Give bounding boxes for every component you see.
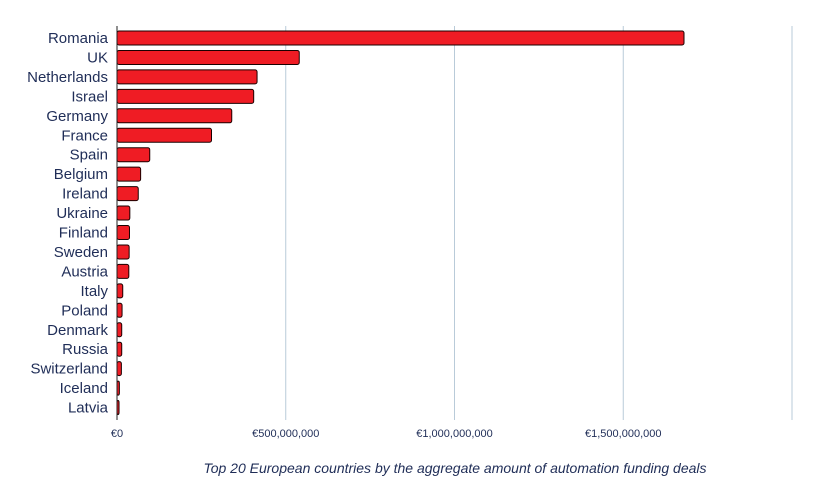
category-label: Poland [61,302,108,319]
category-label: UK [87,49,108,66]
x-tick-labels: €0 €500,000,000 €1,000,000,000 €1,500,000,0… [111,428,662,440]
bar-ukraine [116,205,131,221]
bars [116,30,685,416]
x-tick-label: €1,500,000,000 [585,428,661,440]
x-tick-label: €0 [111,428,123,440]
category-label: Denmark [47,322,108,339]
category-label: Ukraine [56,205,108,222]
bar-poland [116,302,123,318]
bar-spain [116,147,151,163]
category-label: Finland [59,225,108,242]
bar-romania [116,30,685,46]
category-labels: Romania UK Netherlands Israel Germany France S… [27,30,109,417]
category-label: Sweden [54,244,108,261]
bar-finland [116,225,130,240]
bar-sweden [116,244,130,260]
bar-italy [116,283,124,299]
bar-chart: Romania UK Netherlands Israel Germany France S… [27,26,793,440]
category-label: Russia [62,341,109,358]
category-label: France [61,127,108,144]
bar-russia [116,341,123,357]
category-label: Switzerland [30,361,108,378]
category-label: Israel [71,88,108,105]
category-label: Iceland [60,380,108,397]
category-label: Austria [61,263,108,280]
bar-france [116,127,212,143]
chart-caption: Top 20 European countries by the aggrega… [203,460,707,476]
bar-ireland [116,186,139,202]
category-label: Latvia [68,400,109,417]
category-label: Italy [80,283,108,300]
category-label: Spain [70,147,108,164]
bar-germany [116,108,233,124]
x-tick-label: €500,000,000 [252,428,319,440]
category-label: Netherlands [27,69,108,86]
bar-austria [116,263,130,279]
bar-switzerland [116,361,122,377]
bar-denmark [116,322,123,338]
x-tick-label: €1,000,000,000 [416,428,492,440]
bar-uk [116,49,300,65]
bar-israel [116,88,255,104]
category-label: Germany [46,108,108,125]
category-label: Romania [48,30,109,47]
category-label: Ireland [62,186,108,203]
category-label: Belgium [54,166,108,183]
gridlines [285,26,793,420]
bar-netherlands [116,69,258,85]
bar-belgium [116,166,142,182]
